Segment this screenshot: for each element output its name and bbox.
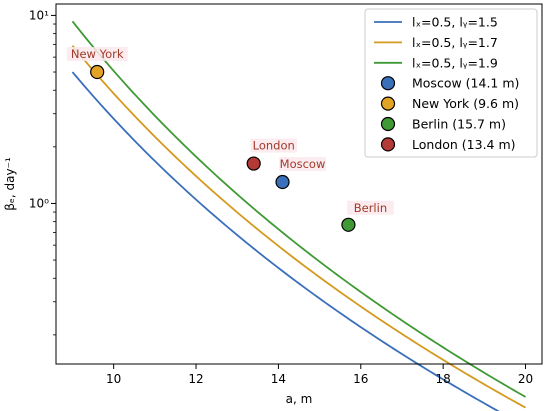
y-axis-ticks: 10⁰ 10¹ — [29, 8, 56, 336]
legend-label-london: London (13.4 m) — [412, 137, 516, 152]
x-axis-label: a, m — [286, 392, 313, 406]
x-tick-label: 14 — [271, 372, 286, 386]
x-tick-label: 18 — [436, 372, 451, 386]
marker-berlin — [341, 217, 356, 232]
y-axis-label: βₑ, day⁻¹ — [3, 157, 17, 211]
legend-swatch-berlin — [380, 116, 396, 132]
plot-frame — [55, 3, 543, 365]
marker-moscow — [275, 174, 290, 190]
annotation-london: London — [253, 139, 295, 153]
annotation-berlin: Berlin — [354, 201, 387, 215]
annotation-new-york: New York — [71, 47, 124, 61]
legend-swatch-london — [380, 137, 396, 152]
annotation-bg-berlin — [347, 200, 394, 215]
marker-london — [246, 156, 261, 171]
x-axis-ticks: 10 12 14 16 18 20 — [106, 364, 533, 386]
annotation-bg-moscow — [279, 157, 326, 172]
legend-label-line-2: lₓ=0.5, lᵧ=1.7 — [412, 35, 498, 50]
legend-label-new-york: New York (9.6 m) — [412, 96, 519, 111]
legend-box — [364, 8, 538, 158]
marker-new-york — [90, 64, 105, 80]
x-tick-label: 16 — [353, 372, 368, 386]
legend-swatch-moscow — [380, 76, 396, 91]
series-line-3 — [71, 20, 526, 398]
annotation-bg-new-york — [66, 47, 128, 62]
x-tick-label: 12 — [188, 372, 203, 386]
y-tick-label: 10⁰ — [29, 196, 49, 210]
x-tick-label: 20 — [518, 372, 533, 386]
legend-label-berlin: Berlin (15.7 m) — [412, 117, 506, 132]
legend-label-moscow: Moscow (14.1 m) — [412, 76, 519, 91]
annotation-moscow: Moscow — [280, 157, 326, 171]
legend: lₓ=0.5, lᵧ=1.5 lₓ=0.5, lᵧ=1.7 lₓ=0.5, lᵧ=1… — [364, 8, 538, 158]
legend-swatch-new-york — [380, 96, 396, 111]
x-tick-label: 10 — [106, 372, 121, 386]
y-tick-label: 10¹ — [29, 8, 49, 22]
legend-label-line-1: lₓ=0.5, lᵧ=1.5 — [412, 15, 498, 30]
city-markers — [90, 64, 356, 232]
legend-label-line-3: lₓ=0.5, lᵧ=1.9 — [412, 55, 498, 70]
annotation-bg-london — [250, 138, 297, 153]
series-line-1 — [71, 71, 500, 411]
city-annotations: Moscow New York Berlin London — [66, 47, 394, 215]
